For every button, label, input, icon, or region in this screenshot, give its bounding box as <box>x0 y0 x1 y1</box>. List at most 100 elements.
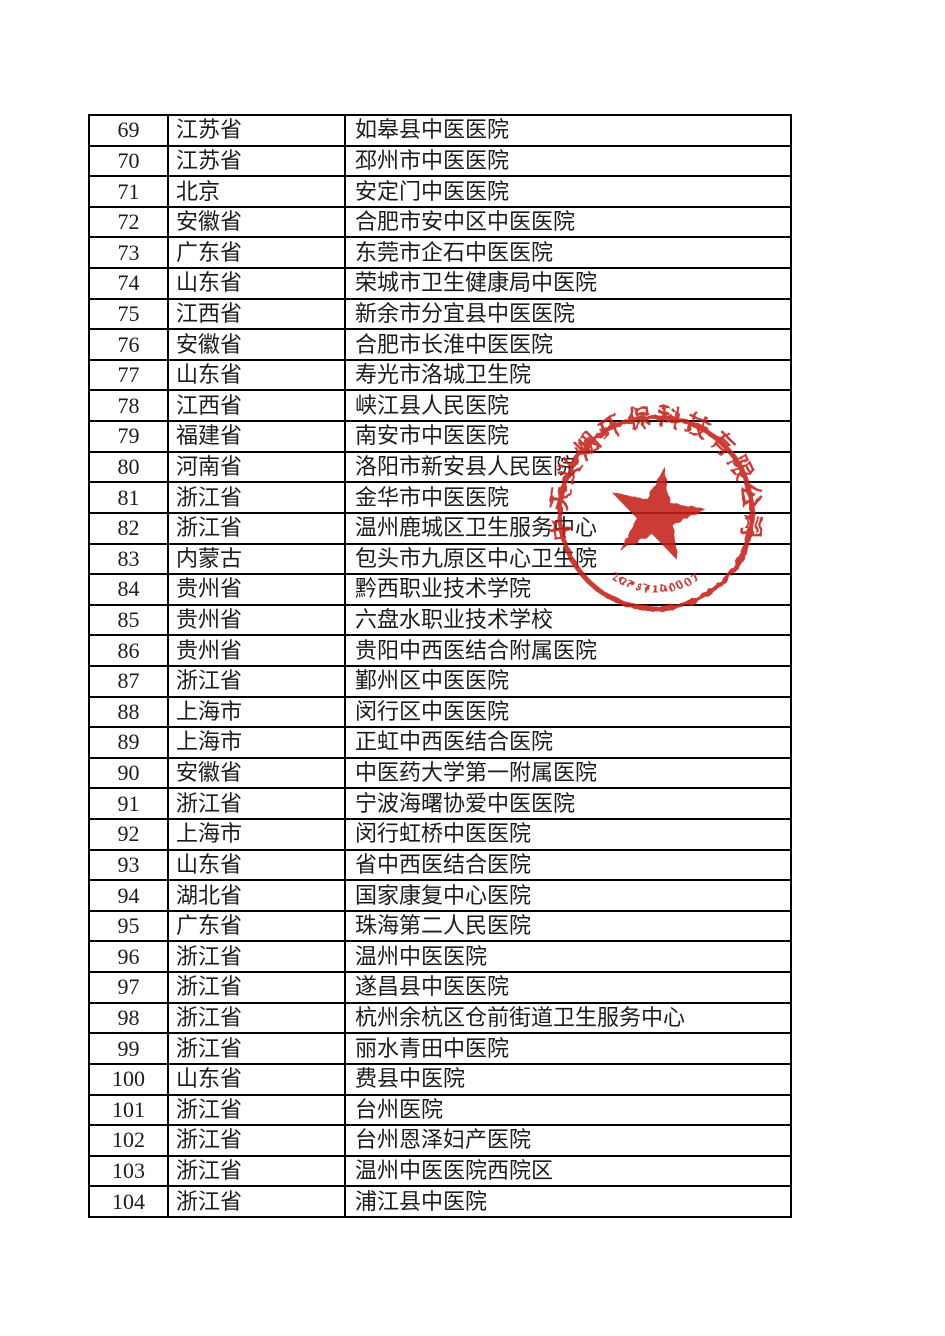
table-row: 103 浙江省 温州中医医院西院区 <box>88 1154 792 1188</box>
row-number-cell: 103 <box>88 1154 169 1188</box>
unit-name-cell: 宁波海曙协爱中医医院 <box>344 787 792 821</box>
province-cell: 贵州省 <box>167 573 346 606</box>
table-row: 87 浙江省 鄞州区中医医院 <box>88 664 792 698</box>
hospital-table-body: 69 江苏省 如皋县中医医院 70 江苏省 邳州市中医医院 71 北京 安定门中医医院 72 安徽省… <box>88 114 792 1218</box>
table-row: 100 山东省 费县中医院 <box>88 1062 792 1096</box>
row-number-cell: 101 <box>88 1093 169 1127</box>
province-cell: 安徽省 <box>167 205 346 239</box>
unit-name-cell: 杭州余杭区仓前街道卫生服务中心 <box>344 1001 792 1035</box>
unit-name-cell: 台州医院 <box>344 1093 792 1127</box>
row-number-cell: 85 <box>88 603 169 637</box>
unit-name-cell: 浦江县中医院 <box>344 1185 792 1218</box>
table-row: 81 浙江省 金华市中医医院 <box>88 481 792 514</box>
row-number-cell: 91 <box>88 787 169 821</box>
row-number-cell: 70 <box>88 144 169 178</box>
province-cell: 江西省 <box>167 389 346 423</box>
row-number-cell: 69 <box>88 114 169 147</box>
row-number-cell: 97 <box>88 971 169 1004</box>
table-row: 84 贵州省 黔西职业技术学院 <box>88 573 792 606</box>
table-row: 69 江苏省 如皋县中医医院 <box>88 114 792 147</box>
unit-name-cell: 新余市分宜县中医医院 <box>344 297 792 331</box>
table-row: 91 浙江省 宁波海曙协爱中医医院 <box>88 787 792 821</box>
province-cell: 山东省 <box>167 1062 346 1096</box>
row-number-cell: 90 <box>88 756 169 790</box>
table-row: 93 山东省 省中西医结合医院 <box>88 848 792 882</box>
unit-name-cell: 安定门中医医院 <box>344 175 792 208</box>
unit-name-cell: 闵行区中医医院 <box>344 695 792 729</box>
table-row: 73 广东省 东莞市企石中医医院 <box>88 236 792 270</box>
row-number-cell: 79 <box>88 420 169 453</box>
unit-name-cell: 洛阳市新安县人民医院 <box>344 450 792 484</box>
table-row: 86 贵州省 贵阳中西医结合附属医院 <box>88 634 792 667</box>
row-number-cell: 77 <box>88 358 169 392</box>
row-number-cell: 76 <box>88 328 169 361</box>
province-cell: 浙江省 <box>167 1093 346 1127</box>
row-number-cell: 80 <box>88 450 169 484</box>
unit-name-cell: 金华市中医医院 <box>344 481 792 514</box>
row-number-cell: 78 <box>88 389 169 423</box>
table-row: 79 福建省 南安市中医医院 <box>88 420 792 453</box>
province-cell: 上海市 <box>167 726 346 759</box>
province-cell: 浙江省 <box>167 1185 346 1218</box>
table-row: 90 安徽省 中医药大学第一附属医院 <box>88 756 792 790</box>
province-cell: 上海市 <box>167 695 346 729</box>
row-number-cell: 83 <box>88 542 169 576</box>
unit-name-cell: 珠海第二人民医院 <box>344 909 792 943</box>
unit-name-cell: 邳州市中医医院 <box>344 144 792 178</box>
row-number-cell: 99 <box>88 1032 169 1065</box>
unit-name-cell: 正虹中西医结合医院 <box>344 726 792 759</box>
province-cell: 江西省 <box>167 297 346 331</box>
row-number-cell: 92 <box>88 818 169 851</box>
row-number-cell: 71 <box>88 175 169 208</box>
row-number-cell: 81 <box>88 481 169 514</box>
province-cell: 安徽省 <box>167 756 346 790</box>
unit-name-cell: 六盘水职业技术学校 <box>344 603 792 637</box>
unit-name-cell: 合肥市长淮中医医院 <box>344 328 792 361</box>
unit-name-cell: 省中西医结合医院 <box>344 848 792 882</box>
unit-name-cell: 国家康复中心医院 <box>344 879 792 912</box>
table-row: 78 江西省 峡江县人民医院 <box>88 389 792 423</box>
province-cell: 内蒙古 <box>167 542 346 576</box>
province-cell: 浙江省 <box>167 940 346 974</box>
province-cell: 浙江省 <box>167 481 346 514</box>
province-cell: 河南省 <box>167 450 346 484</box>
province-cell: 贵州省 <box>167 603 346 637</box>
unit-name-cell: 黔西职业技术学院 <box>344 573 792 606</box>
province-cell: 浙江省 <box>167 664 346 698</box>
row-number-cell: 102 <box>88 1124 169 1157</box>
province-cell: 浙江省 <box>167 1124 346 1157</box>
province-cell: 江苏省 <box>167 144 346 178</box>
table-row: 96 浙江省 温州中医医院 <box>88 940 792 974</box>
province-cell: 上海市 <box>167 818 346 851</box>
unit-name-cell: 温州中医医院 <box>344 940 792 974</box>
province-cell: 山东省 <box>167 267 346 300</box>
unit-name-cell: 如皋县中医医院 <box>344 114 792 147</box>
table-row: 83 内蒙古 包头市九原区中心卫生院 <box>88 542 792 576</box>
province-cell: 浙江省 <box>167 787 346 821</box>
table-row: 88 上海市 闵行区中医医院 <box>88 695 792 729</box>
row-number-cell: 89 <box>88 726 169 759</box>
table-row: 75 江西省 新余市分宜县中医医院 <box>88 297 792 331</box>
province-cell: 贵州省 <box>167 634 346 667</box>
province-cell: 浙江省 <box>167 511 346 545</box>
row-number-cell: 73 <box>88 236 169 270</box>
unit-name-cell: 中医药大学第一附属医院 <box>344 756 792 790</box>
row-number-cell: 88 <box>88 695 169 729</box>
province-cell: 浙江省 <box>167 1032 346 1065</box>
row-number-cell: 75 <box>88 297 169 331</box>
unit-name-cell: 鄞州区中医医院 <box>344 664 792 698</box>
row-number-cell: 82 <box>88 511 169 545</box>
unit-name-cell: 闵行虹桥中医医院 <box>344 818 792 851</box>
unit-name-cell: 东莞市企石中医医院 <box>344 236 792 270</box>
hospital-table: 69 江苏省 如皋县中医医院 70 江苏省 邳州市中医医院 71 北京 安定门中医医院 72 安徽省… <box>88 114 792 1218</box>
table-row: 102 浙江省 台州恩泽妇产医院 <box>88 1124 792 1157</box>
province-cell: 福建省 <box>167 420 346 453</box>
table-row: 82 浙江省 温州鹿城区卫生服务中心 <box>88 511 792 545</box>
table-row: 77 山东省 寿光市洛城卫生院 <box>88 358 792 392</box>
unit-name-cell: 峡江县人民医院 <box>344 389 792 423</box>
province-cell: 广东省 <box>167 909 346 943</box>
table-row: 71 北京 安定门中医医院 <box>88 175 792 208</box>
row-number-cell: 93 <box>88 848 169 882</box>
unit-name-cell: 包头市九原区中心卫生院 <box>344 542 792 576</box>
